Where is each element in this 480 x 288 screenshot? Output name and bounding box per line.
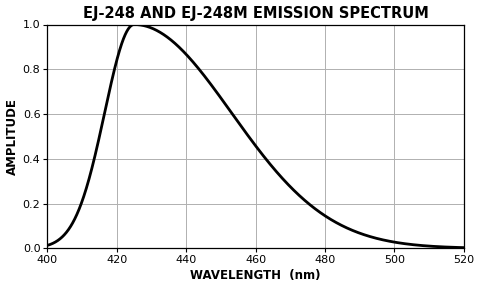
- Y-axis label: AMPLITUDE: AMPLITUDE: [6, 98, 19, 175]
- X-axis label: WAVELENGTH  (nm): WAVELENGTH (nm): [191, 270, 321, 283]
- Title: EJ-248 AND EJ-248M EMISSION SPECTRUM: EJ-248 AND EJ-248M EMISSION SPECTRUM: [83, 5, 429, 20]
